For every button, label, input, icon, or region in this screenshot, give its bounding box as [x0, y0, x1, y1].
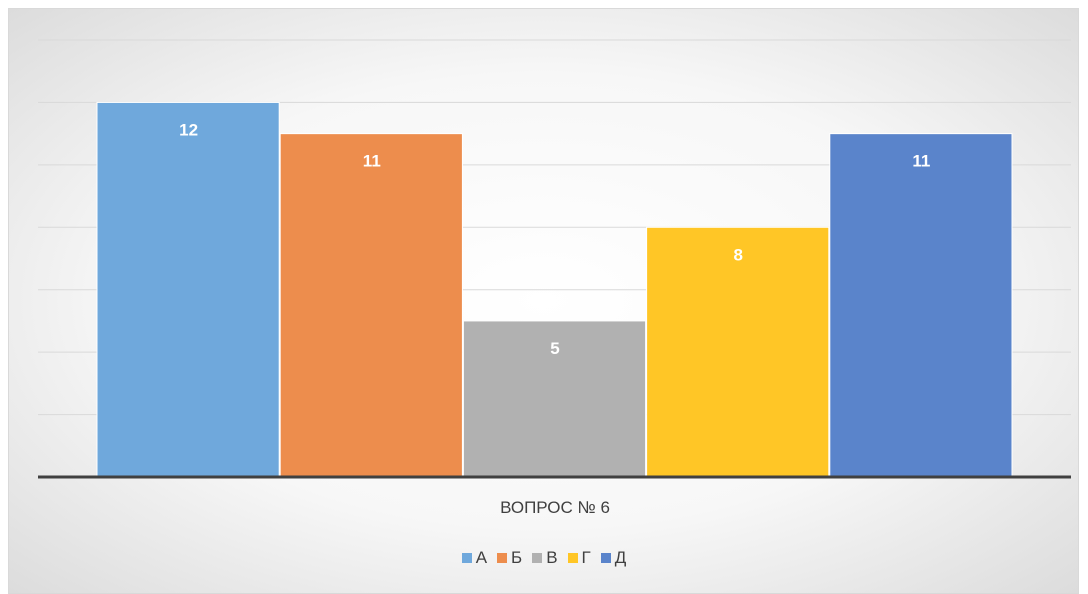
- legend-item-Д: Д: [600, 548, 627, 568]
- legend: А Б В Г Д: [0, 548, 1088, 568]
- legend-item-В: В: [532, 548, 558, 568]
- bar-Г: [646, 226, 830, 478]
- legend-label: В: [546, 548, 558, 567]
- data-labels: 12 11 5 8 11: [179, 120, 930, 357]
- bar-В: [462, 320, 647, 478]
- bar-Д: [829, 133, 1013, 478]
- legend-swatch: [600, 553, 611, 563]
- legend-label: Д: [614, 548, 627, 567]
- legend-label: А: [475, 548, 488, 567]
- data-label-А: 12: [179, 120, 198, 139]
- legend-item-Г: Г: [567, 548, 591, 568]
- data-label-Д: 11: [912, 152, 930, 171]
- legend-label: Б: [511, 548, 523, 567]
- legend-item-Б: Б: [497, 548, 522, 568]
- legend-swatch: [567, 553, 578, 563]
- bars: [96, 101, 1013, 478]
- category-labels: ВОПРОС № 6: [500, 498, 610, 517]
- bar-А: [96, 101, 280, 478]
- legend-swatch: [532, 553, 543, 563]
- legend-item-А: А: [461, 548, 488, 568]
- legend-label: Г: [581, 548, 591, 567]
- category-label: ВОПРОС № 6: [500, 498, 610, 517]
- legend-swatch: [461, 553, 472, 563]
- data-label-Б: 11: [363, 152, 381, 171]
- data-label-В: 5: [550, 339, 559, 358]
- bar-Б: [279, 133, 463, 478]
- data-label-Г: 8: [733, 245, 742, 264]
- legend-swatch: [497, 553, 508, 563]
